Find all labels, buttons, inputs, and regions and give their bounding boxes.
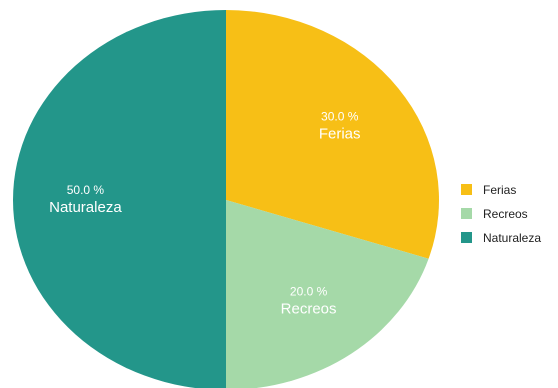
legend-label-naturaleza: Naturaleza — [483, 231, 541, 245]
legend-swatch-recreos — [461, 208, 472, 219]
legend: Ferias Recreos Naturaleza — [461, 183, 541, 245]
slice-category-label: Ferias — [319, 125, 361, 142]
pie-slice-recreos — [226, 200, 429, 388]
pie-slice-labels: 30.0 % Ferias 20.0 % Recreos 50.0 % Naturalez… — [49, 109, 360, 317]
slice-percent-label: 20.0 % — [290, 285, 328, 299]
legend-label-ferias: Ferias — [483, 183, 516, 197]
legend-label-recreos: Recreos — [483, 207, 528, 221]
legend-swatch-ferias — [461, 184, 472, 195]
pie-slices — [13, 10, 440, 388]
pie-slice-naturaleza — [13, 10, 226, 388]
slice-category-label: Recreos — [281, 301, 337, 318]
legend-swatch-naturaleza — [461, 232, 472, 243]
slice-category-label: Naturaleza — [49, 199, 122, 216]
slice-percent-label: 50.0 % — [67, 183, 105, 197]
slice-percent-label: 30.0 % — [321, 109, 359, 123]
pie-slice-ferias — [226, 10, 440, 259]
